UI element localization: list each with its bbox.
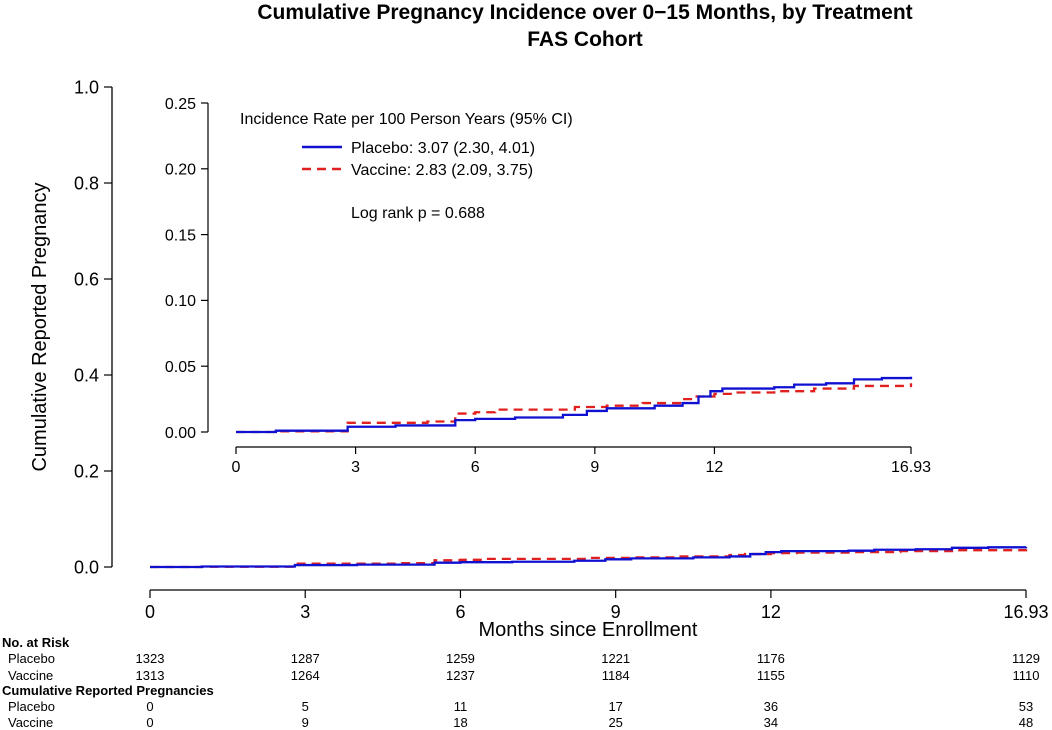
main-y-tick-label: 1.0: [74, 77, 99, 97]
pregnancies-cell: 18: [453, 715, 467, 730]
inset-line-vaccine: [236, 383, 913, 434]
pregnancies-cell: 5: [302, 699, 309, 714]
pregnancies-cell: 36: [764, 699, 778, 714]
inset-x-tick-label: 16.93: [891, 459, 931, 476]
inset-x-tick-label: 12: [706, 459, 724, 476]
at-risk-row-label: Placebo: [8, 651, 55, 666]
chart-title-line2: FAS Cohort: [527, 28, 643, 51]
inset-y-tick-label: 0.00: [165, 425, 196, 442]
inset-y-tick-label: 0.05: [165, 359, 196, 376]
at-risk-cell: 1237: [446, 668, 475, 683]
main-series: [150, 546, 1028, 569]
inset-x-ticks: 0 3 6 9 12 16.93: [232, 447, 931, 476]
main-y-tick-label: 0.6: [74, 269, 99, 289]
log-rank-annotation: Log rank p = 0.688: [351, 205, 485, 222]
main-y-ticks: 0.0 0.2 0.4 0.6 0.8 1.0: [74, 77, 112, 577]
at-risk-cell: 1287: [291, 651, 320, 666]
inset-x-tick-label: 6: [471, 459, 480, 476]
risk-table: No. at Risk Cumulative Reported Pregnanc…: [2, 635, 1040, 730]
pregnancies-cell: 0: [146, 699, 153, 714]
legend-title: Incidence Rate per 100 Person Years (95%…: [240, 111, 573, 128]
main-x-tick-label: 9: [611, 602, 621, 622]
at-risk-cell: 1155: [757, 668, 785, 683]
pregnancies-row-label: Vaccine: [8, 715, 53, 730]
inset-x-tick-label: 0: [232, 459, 241, 476]
at-risk-cell: 1176: [757, 651, 785, 666]
inset-y-tick-label: 0.10: [165, 293, 196, 310]
main-x-tick-label: 12: [761, 602, 781, 622]
main-y-axis-label: Cumulative Reported Pregnancy: [29, 182, 51, 471]
pregnancies-row-label: Placebo: [8, 699, 55, 714]
main-x-tick-label: 16.93: [1003, 602, 1048, 622]
pregnancies-cell: 9: [302, 715, 309, 730]
inset-series: [236, 376, 913, 434]
main-line-vaccine: [150, 549, 1028, 569]
at-risk-cell: 1184: [602, 668, 630, 683]
pregnancies-cell: 48: [1019, 715, 1033, 730]
legend-label-placebo: Placebo: 3.07 (2.30, 4.01): [351, 140, 535, 157]
at-risk-cell: 1259: [446, 651, 475, 666]
pregnancies-cell: 17: [608, 699, 622, 714]
main-x-axis-label: Months since Enrollment: [479, 619, 698, 641]
pregnancies-cell: 34: [764, 715, 778, 730]
main-y-tick-label: 0.0: [74, 557, 99, 577]
at-risk-cell: 1264: [291, 668, 320, 683]
inset-y-tick-label: 0.25: [165, 96, 196, 113]
pregnancies-header: Cumulative Reported Pregnancies: [2, 683, 214, 698]
inset-y-ticks: 0.00 0.05 0.10 0.15 0.20 0.25: [165, 96, 208, 442]
pregnancies-cell: 53: [1019, 699, 1033, 714]
at-risk-cell: 1129: [1012, 651, 1040, 666]
at-risk-cell: 1221: [601, 651, 630, 666]
pregnancies-cell: 11: [454, 699, 468, 714]
inset-x-tick-label: 3: [351, 459, 360, 476]
pregnancies-cell: 0: [146, 715, 153, 730]
main-line-placebo: [150, 546, 1028, 569]
main-x-tick-label: 3: [300, 602, 310, 622]
at-risk-cell: 1313: [136, 668, 165, 683]
main-x-ticks: 0 3 6 9 12 16.93: [145, 590, 1049, 622]
main-x-tick-label: 0: [145, 602, 155, 622]
at-risk-row-label: Vaccine: [8, 668, 53, 683]
main-y-tick-label: 0.2: [74, 461, 99, 481]
inset-plot: 0.00 0.05 0.10 0.15 0.20 0.25 0 3 6 9 12 16.93 Inc…: [165, 96, 931, 476]
legend-label-vaccine: Vaccine: 2.83 (2.09, 3.75): [351, 162, 533, 179]
inset-x-tick-label: 9: [590, 459, 599, 476]
inset-y-tick-label: 0.20: [165, 162, 196, 179]
main-plot: 0.0 0.2 0.4 0.6 0.8 1.0 0 3 6 9 12 16.93 Months si…: [29, 77, 1049, 641]
at-risk-cell: 1323: [136, 651, 165, 666]
main-y-tick-label: 0.8: [74, 173, 99, 193]
inset-line-placebo: [236, 376, 913, 434]
pregnancies-cell: 25: [608, 715, 622, 730]
main-x-tick-label: 6: [455, 602, 465, 622]
chart-title-line1: Cumulative Pregnancy Incidence over 0−15…: [257, 1, 912, 24]
at-risk-cell: 1110: [1013, 668, 1040, 683]
at-risk-header: No. at Risk: [2, 635, 70, 650]
inset-y-tick-label: 0.15: [165, 227, 196, 244]
main-y-tick-label: 0.4: [74, 365, 99, 385]
